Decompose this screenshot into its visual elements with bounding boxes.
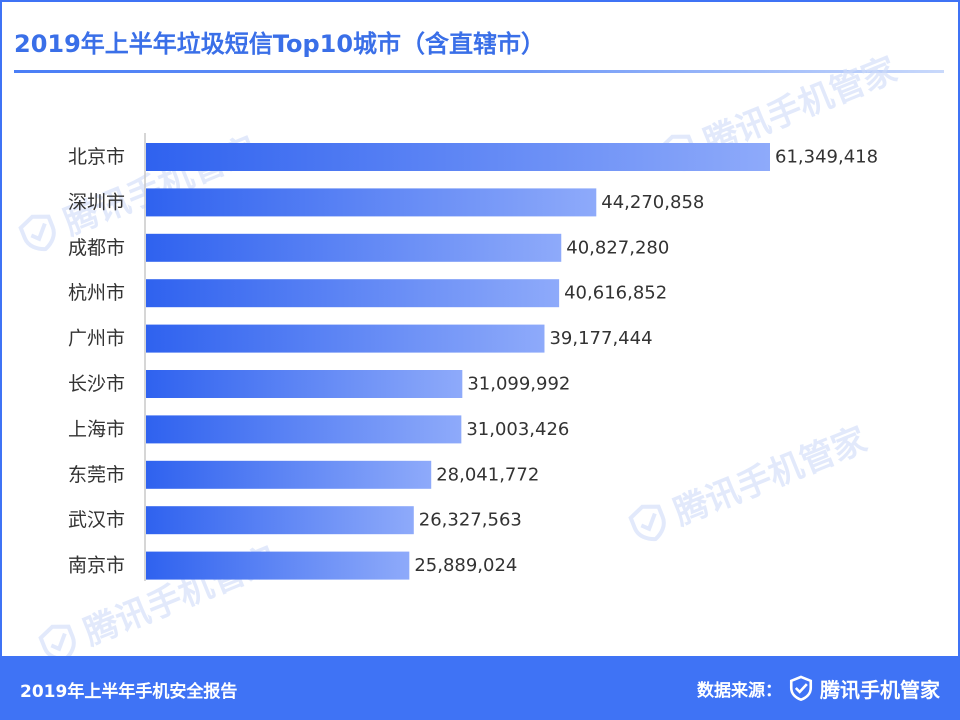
- value-label: 40,616,852: [564, 283, 667, 304]
- bar: [146, 415, 462, 444]
- footer-bar: 2019年上半年手机安全报告 数据来源： 腾讯手机管家: [0, 656, 960, 720]
- value-label: 25,889,024: [414, 555, 517, 576]
- category-label: 武汉市: [68, 509, 125, 531]
- bar: [146, 279, 560, 308]
- value-label: 61,349,418: [775, 147, 878, 168]
- category-label: 长沙市: [68, 373, 125, 395]
- value-label: 44,270,858: [601, 192, 704, 213]
- brand-name: 腾讯手机管家: [820, 677, 940, 702]
- value-label: 31,099,992: [467, 374, 570, 395]
- bar: [146, 188, 597, 217]
- source-label: 数据来源：: [697, 680, 782, 701]
- category-label: 深圳市: [68, 191, 125, 213]
- category-label: 东莞市: [68, 464, 125, 486]
- bar: [146, 324, 545, 353]
- bar: [146, 551, 410, 580]
- value-label: 26,327,563: [419, 510, 522, 531]
- category-label: 杭州市: [68, 282, 125, 304]
- value-label: 39,177,444: [549, 328, 652, 349]
- category-label: 南京市: [68, 555, 125, 577]
- bars-group: 北京市 61,349,418 深圳市 44,270,858 成都市 40,827,280 杭…: [68, 143, 878, 580]
- bar: [146, 506, 414, 535]
- category-label: 广州市: [68, 328, 125, 350]
- category-label: 北京市: [68, 146, 125, 168]
- shield-check-icon: [789, 675, 813, 701]
- chart-title: 2019年上半年垃圾短信Top10城市（含直辖市）: [14, 30, 546, 58]
- category-label: 成都市: [68, 237, 125, 259]
- bar: [146, 370, 463, 398]
- bar: [146, 143, 770, 171]
- value-label: 40,827,280: [566, 237, 669, 258]
- report-name: 2019年上半年手机安全报告: [20, 682, 238, 702]
- title-underline: [14, 70, 944, 73]
- bar: [146, 233, 562, 262]
- bar: [146, 460, 432, 489]
- value-label: 28,041,772: [436, 464, 539, 485]
- value-label: 31,003,426: [466, 419, 569, 440]
- data-source: 数据来源： 腾讯手机管家: [697, 672, 940, 704]
- category-label: 上海市: [68, 418, 125, 440]
